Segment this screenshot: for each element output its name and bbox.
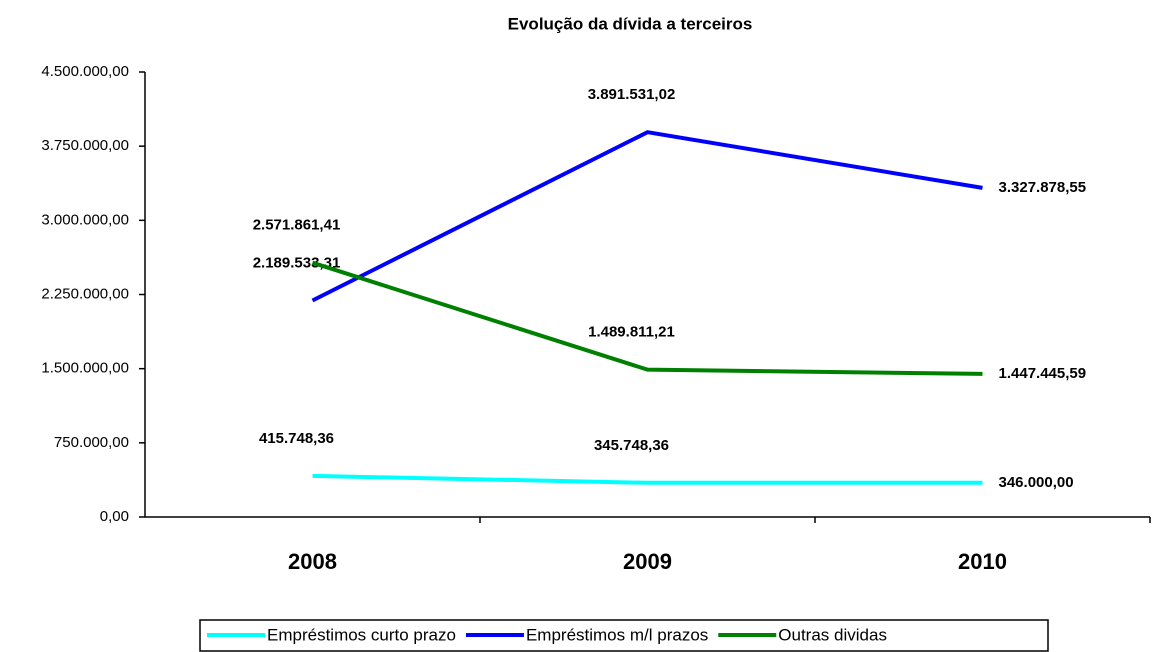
legend-label: Empréstimos m/l prazos — [526, 625, 708, 644]
x-tick-label: 2010 — [958, 549, 1007, 574]
legend-box — [199, 619, 1049, 652]
x-tick-label: 2009 — [623, 549, 672, 574]
series-line — [312, 473, 983, 485]
y-tick-label: 2.250.000,00 — [41, 285, 129, 302]
data-label: 346.000,00 — [999, 474, 1074, 491]
data-label: 3.891.531,02 — [588, 86, 676, 103]
series-line — [311, 130, 983, 303]
data-label: 1.447.445,59 — [999, 365, 1087, 382]
y-tick-label: 3.000.000,00 — [41, 211, 129, 228]
data-label: 1.489.811,21 — [588, 324, 675, 341]
y-tick-label: 3.750.000,00 — [41, 137, 129, 154]
y-tick-label: 1.500.000,00 — [41, 360, 129, 377]
y-tick-label: 0,00 — [100, 508, 129, 525]
legend-label: Outras dividas — [778, 625, 887, 644]
chart-title: Evolução da dívida a terceiros — [508, 14, 753, 33]
series-line — [311, 260, 983, 376]
data-label: 2.571.861,41 — [253, 217, 341, 234]
y-tick-label: 4.500.000,00 — [41, 63, 129, 80]
data-label: 345.748,36 — [594, 437, 669, 454]
data-label: 3.327.878,55 — [999, 179, 1087, 196]
x-tick-label: 2008 — [288, 549, 337, 574]
data-label: 2.189.533,31 — [253, 254, 341, 271]
y-tick-label: 750.000,00 — [54, 434, 129, 451]
legend-label: Empréstimos curto prazo — [267, 625, 456, 644]
data-label: 415.748,36 — [259, 430, 334, 447]
